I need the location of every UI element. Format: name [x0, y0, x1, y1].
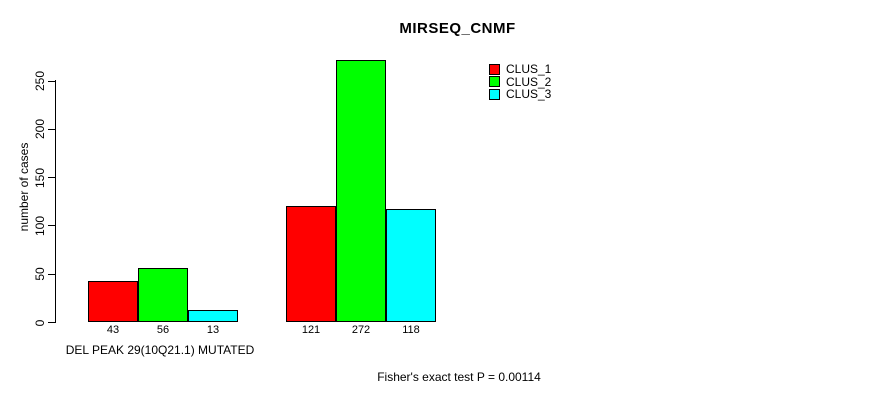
legend-label: CLUS_3: [506, 87, 552, 102]
y-axis-tick-label: 200: [33, 119, 47, 140]
y-axis-tick: [48, 128, 55, 130]
legend-swatch-clus3: [489, 88, 500, 100]
bar-clus_2: [138, 268, 188, 323]
y-axis-tick-label: 250: [33, 70, 47, 92]
y-axis-tick: [48, 177, 55, 179]
y-axis-tick-label: 100: [33, 215, 47, 236]
legend-item: CLUS_2: [489, 74, 552, 89]
y-axis-line: [55, 80, 56, 323]
bar-clus_1: [286, 205, 336, 323]
legend-swatch-clus2: [489, 76, 500, 88]
bar-value-label: 272: [351, 324, 371, 336]
legend-label: CLUS_2: [506, 74, 552, 89]
bar-clus_1: [88, 280, 138, 323]
bar-value-label: 118: [402, 324, 420, 336]
y-axis-tick-label: 150: [33, 167, 47, 188]
y-axis-tick-label: 50: [33, 267, 47, 281]
bar-value-label: 56: [156, 324, 170, 336]
bar-value-label: 13: [206, 324, 220, 336]
legend-item: CLUS_3: [489, 87, 552, 102]
chart-title: MIRSEQ_CNMF: [399, 20, 516, 37]
bar-clus_3: [386, 208, 436, 323]
chart-legend: CLUS_1 CLUS_2 CLUS_3: [489, 62, 552, 102]
bar-value-label: 43: [106, 324, 120, 336]
bar-clus_2: [336, 59, 386, 323]
bar-value-label: 121: [301, 324, 321, 336]
legend-label: CLUS_1: [506, 62, 552, 77]
fisher-test-note: Fisher's exact test P = 0.00114: [377, 370, 541, 384]
x-group-label: DEL PEAK 29(10Q21.1) MUTATED: [65, 343, 255, 357]
y-axis-tick: [48, 322, 55, 323]
y-axis-tick: [48, 225, 55, 227]
legend-item: CLUS_1: [489, 62, 552, 77]
y-axis-tick: [48, 273, 55, 275]
legend-swatch-clus1: [489, 63, 500, 75]
y-axis-tick: [48, 80, 55, 82]
y-axis-label: number of cases: [17, 142, 31, 232]
bar-clus_3: [188, 309, 238, 323]
y-axis-tick-label: 0: [33, 319, 47, 326]
